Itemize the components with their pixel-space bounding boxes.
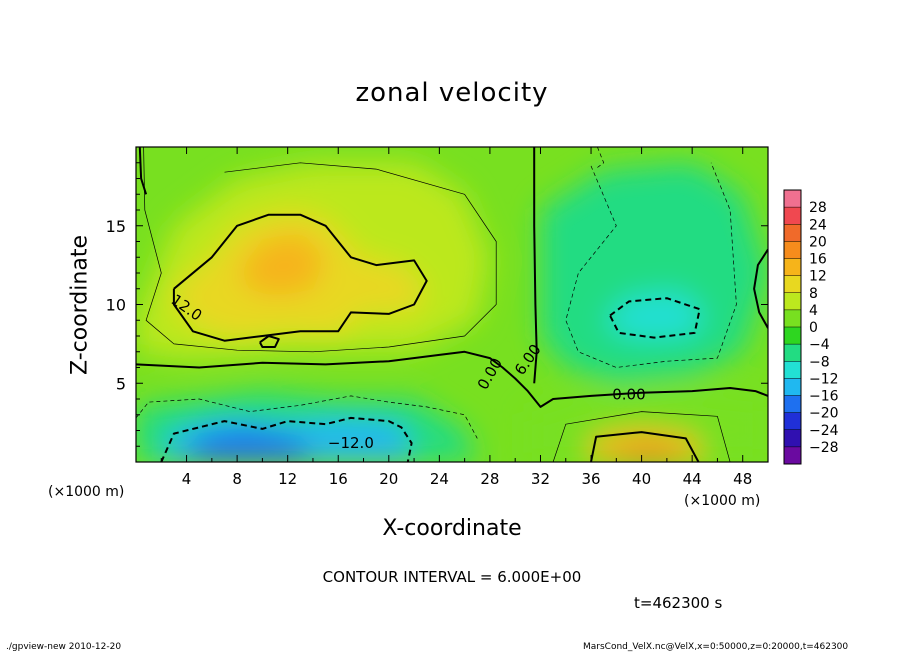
colorbar-label: 0	[809, 320, 818, 336]
y-tick-label: 5	[116, 374, 126, 393]
chart-title: zonal velocity	[355, 78, 549, 108]
contour-plus6-bottom-right	[552, 411, 731, 462]
contour-plus12-island	[259, 335, 280, 348]
contour-label: −12.0	[328, 434, 374, 452]
colorbar-swatch	[784, 275, 801, 294]
colorbar-label: 20	[809, 234, 827, 250]
x-axis-label: X-coordinate	[382, 516, 522, 541]
x-tick-label: 28	[480, 470, 499, 488]
contour-zero-upper	[136, 350, 768, 408]
colorbar-swatch	[784, 258, 801, 277]
contour-label: 0.00	[612, 385, 645, 403]
x-unit-label-right: (×1000 m)	[684, 493, 761, 509]
colorbar-label: 12	[809, 269, 827, 285]
footer-left: ./gpview-new 2010-12-20	[6, 642, 122, 652]
contour-zero-right-edge	[753, 248, 768, 329]
colorbar-swatch	[784, 446, 801, 465]
x-tick-label: 40	[632, 470, 651, 488]
contour-zero-divider	[533, 147, 538, 384]
x-tick-label: 48	[733, 470, 752, 488]
contour-plus12-bottom-right	[590, 431, 700, 462]
x-tick-label: 4	[182, 470, 192, 488]
colorbar-swatch	[784, 327, 801, 345]
x-unit-label-left: (×1000 m)	[48, 484, 125, 500]
contour-plus6-outer	[143, 147, 497, 353]
footer-right: MarsCond_VelX.nc@VelX,x=0:50000,z=0:2000…	[583, 642, 849, 652]
colorbar-label: −12	[809, 371, 839, 387]
colorbar-label: 4	[809, 303, 818, 319]
colorbar-label: −20	[809, 406, 839, 422]
colorbar-label: 8	[809, 286, 818, 302]
colorbar-swatch	[784, 429, 801, 448]
field-right-core	[603, 291, 705, 340]
colorbar-swatch	[784, 361, 801, 379]
x-tick-label: 12	[278, 470, 297, 488]
colorbar-label: 28	[809, 200, 827, 216]
colorbar-label: 24	[809, 217, 827, 233]
colorbar-label: 16	[809, 252, 827, 268]
colorbar-swatch	[784, 378, 801, 396]
contour-lines	[136, 147, 768, 462]
field-lower-left-max	[186, 427, 313, 462]
x-tick-label: 44	[683, 470, 702, 488]
field-right-outer	[540, 162, 768, 384]
colorbar-swatch	[784, 190, 801, 208]
colorbar-label: −8	[809, 354, 830, 370]
colorbar-swatch	[784, 412, 801, 431]
contour-plus12-upper	[172, 213, 428, 342]
colorbar-swatch	[784, 207, 801, 225]
field-upper-left-max	[237, 233, 326, 297]
x-tick-label: 24	[430, 470, 449, 488]
colorbar-swatch	[784, 395, 801, 414]
colorbar-swatch	[784, 344, 801, 362]
colorbar-label: −28	[809, 440, 839, 456]
x-tick-label: 8	[232, 470, 242, 488]
time-stamp: t=462300 s	[634, 594, 723, 612]
field-right-lower	[527, 391, 768, 462]
y-tick-label: 10	[106, 296, 126, 315]
contour-minus6-right	[565, 162, 737, 368]
x-axis: 4 8 12 16 20 24 28 32 36 40 44 48	[160, 147, 752, 488]
colorbar-label: −4	[809, 337, 830, 353]
contour-interval: CONTOUR INTERVAL = 6.000E+00	[322, 568, 582, 586]
colorbar-swatch	[784, 292, 801, 311]
x-tick-label: 16	[329, 470, 348, 488]
colorbar-label: −16	[809, 389, 839, 405]
y-axis: 5 10 15	[106, 162, 768, 447]
field-bottom-right-max	[616, 444, 680, 462]
y-tick-label: 15	[106, 217, 126, 236]
x-tick-label: 36	[581, 470, 600, 488]
velocity-field	[136, 147, 768, 462]
colorbar-swatch	[784, 224, 801, 242]
y-axis-label: Z-coordinate	[67, 235, 93, 375]
x-tick-label: 20	[379, 470, 398, 488]
contour-minus6-topright	[597, 147, 605, 168]
colorbar-label: −24	[809, 423, 839, 439]
colorbar-swatch	[784, 309, 801, 328]
contour-minus12-right	[609, 297, 701, 339]
x-tick-label: 32	[531, 470, 550, 488]
colorbar-swatch	[784, 241, 801, 259]
contour-minus12-lower	[160, 416, 413, 462]
contour-minus6-lower	[136, 395, 478, 439]
